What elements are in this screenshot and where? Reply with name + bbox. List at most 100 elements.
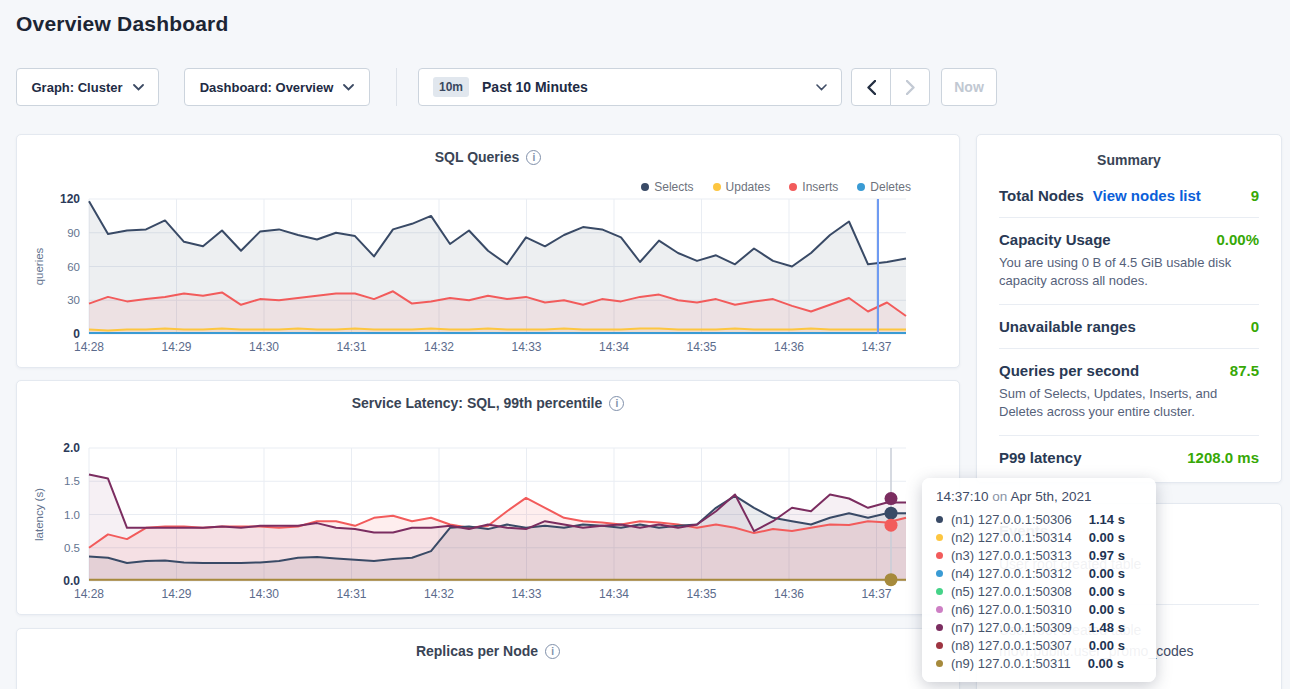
svg-text:14:36: 14:36 (774, 340, 804, 354)
summary-value: 1208.0 ms (1187, 449, 1259, 466)
toolbar-divider (396, 68, 397, 106)
summary-row-p99-latency: P99 latency 1208.0 ms (999, 435, 1259, 479)
summary-row-capacity-usage: Capacity Usage 0.00% You are using 0 B of … (999, 217, 1259, 304)
summary-label: Capacity Usage (999, 231, 1111, 248)
graph-dropdown-label: Graph: Cluster (31, 80, 122, 95)
summary-value: 87.5 (1230, 362, 1259, 379)
dashboard-dropdown-label: Dashboard: Overview (200, 80, 334, 95)
svg-text:14:30: 14:30 (249, 587, 279, 601)
tooltip-time: 14:37:10 (936, 489, 989, 504)
tooltip-node-row: (n9) 127.0.0.1:503110.00 s (936, 654, 1142, 672)
svg-text:14:30: 14:30 (249, 340, 279, 354)
sql-queries-chart[interactable]: 14:28 14:29 14:30 14:31 14:32 14:33 14:34 14:35… (17, 135, 961, 369)
svg-text:0.0: 0.0 (63, 574, 80, 588)
summary-label: Total Nodes (999, 187, 1084, 204)
now-button[interactable]: Now (941, 68, 997, 106)
time-range-label: Past 10 Minutes (482, 79, 588, 95)
replicas-title: Replicas per Node i (17, 643, 959, 659)
summary-value: 0 (1251, 318, 1259, 335)
tooltip-node-row: (n4) 127.0.0.1:503120.00 s (936, 564, 1142, 582)
svg-text:14:36: 14:36 (774, 587, 804, 601)
svg-text:14:28: 14:28 (74, 587, 104, 601)
summary-value: 9 (1251, 187, 1259, 204)
svg-text:14:29: 14:29 (161, 340, 191, 354)
svg-text:14:32: 14:32 (424, 587, 454, 601)
summary-row-total-nodes: Total Nodes View nodes list 9 (999, 174, 1259, 217)
tooltip-node-row: (n7) 127.0.0.1:503091.48 s (936, 618, 1142, 636)
summary-title: Summary (977, 135, 1281, 168)
tooltip-on: on (992, 489, 1007, 504)
node-color-dot (936, 588, 943, 595)
svg-text:14:31: 14:31 (336, 587, 366, 601)
svg-text:0.5: 0.5 (64, 542, 80, 554)
chevron-right-icon (906, 80, 915, 95)
time-next-button[interactable] (890, 68, 930, 106)
svg-text:14:34: 14:34 (599, 340, 629, 354)
node-color-dot (936, 552, 943, 559)
tooltip-node-row: (n8) 127.0.0.1:503070.00 s (936, 636, 1142, 654)
service-latency-panel: Service Latency: SQL, 99th percentile i … (16, 380, 960, 615)
replicas-per-node-panel: Replicas per Node i (16, 628, 960, 689)
svg-text:14:29: 14:29 (161, 587, 191, 601)
summary-row-unavailable-ranges: Unavailable ranges 0 (999, 304, 1259, 348)
svg-text:14:28: 14:28 (74, 340, 104, 354)
summary-value: 0.00% (1216, 231, 1259, 248)
time-range-picker[interactable]: 10m Past 10 Minutes (418, 68, 842, 106)
summary-rows: Total Nodes View nodes list 9 Capacity Usag… (977, 168, 1281, 479)
tooltip-node-row: (n5) 127.0.0.1:503080.00 s (936, 582, 1142, 600)
graph-dropdown[interactable]: Graph: Cluster (16, 68, 159, 106)
svg-text:queries: queries (33, 247, 45, 285)
chevron-down-icon (133, 84, 144, 91)
svg-text:14:37: 14:37 (861, 340, 891, 354)
sql-queries-panel: SQL Queries i SelectsUpdatesInsertsDelet… (16, 134, 960, 368)
svg-text:14:33: 14:33 (511, 340, 541, 354)
node-color-dot (936, 570, 943, 577)
summary-label: Unavailable ranges (999, 318, 1136, 335)
svg-text:1.0: 1.0 (64, 509, 80, 521)
svg-text:2.0: 2.0 (63, 441, 80, 455)
summary-description: Sum of Selects, Updates, Inserts, and De… (999, 385, 1259, 422)
tooltip-node-row: (n1) 127.0.0.1:503061.14 s (936, 510, 1142, 528)
replicas-title-text: Replicas per Node (416, 643, 538, 659)
svg-text:latency (s): latency (s) (33, 488, 45, 541)
svg-text:14:33: 14:33 (511, 587, 541, 601)
time-range-badge: 10m (433, 77, 469, 97)
summary-panel: Summary Total Nodes View nodes list 9 Capac… (976, 134, 1282, 483)
tooltip-node-row: (n3) 127.0.0.1:503130.97 s (936, 546, 1142, 564)
svg-text:14:34: 14:34 (599, 587, 629, 601)
summary-label: P99 latency (999, 449, 1082, 466)
node-color-dot (936, 606, 943, 613)
chevron-left-icon (867, 80, 876, 95)
chart-hover-tooltip: 14:37:10 on Apr 5th, 2021 (n1) 127.0.0.1… (922, 478, 1156, 682)
svg-text:1.5: 1.5 (64, 475, 80, 487)
svg-text:14:31: 14:31 (336, 340, 366, 354)
svg-text:0: 0 (73, 327, 80, 341)
service-latency-chart[interactable]: 14:28 14:29 14:30 14:31 14:32 14:33 14:34 14:35… (17, 381, 961, 616)
chevron-down-icon (343, 84, 354, 91)
svg-text:14:35: 14:35 (686, 587, 716, 601)
time-window-arrows (851, 68, 930, 106)
summary-label: Queries per second (999, 362, 1139, 379)
svg-text:14:37: 14:37 (861, 587, 891, 601)
chevron-down-icon (816, 84, 827, 91)
view-nodes-link[interactable]: View nodes list (1093, 187, 1201, 204)
page-title: Overview Dashboard (16, 12, 229, 36)
summary-description: You are using 0 B of 4.5 GiB usable disk… (999, 254, 1259, 291)
summary-row-queries-per-second: Queries per second 87.5 Sum of Selects, Up… (999, 348, 1259, 435)
tooltip-node-row: (n2) 127.0.0.1:503140.00 s (936, 528, 1142, 546)
overview-dashboard-page: { "page": { "title": "Overview Dashboard… (0, 0, 1290, 689)
time-prev-button[interactable] (851, 68, 891, 106)
tooltip-node-row: (n6) 127.0.0.1:503100.00 s (936, 600, 1142, 618)
tooltip-rows: (n1) 127.0.0.1:503061.14 s(n2) 127.0.0.1… (936, 510, 1142, 672)
svg-text:90: 90 (67, 227, 80, 239)
dashboard-dropdown[interactable]: Dashboard: Overview (184, 68, 370, 106)
svg-text:30: 30 (67, 294, 80, 306)
node-color-dot (936, 624, 943, 631)
node-color-dot (936, 534, 943, 541)
node-color-dot (936, 516, 943, 523)
svg-text:14:35: 14:35 (686, 340, 716, 354)
svg-text:120: 120 (60, 192, 80, 206)
info-icon[interactable]: i (545, 644, 560, 659)
svg-text:14:32: 14:32 (424, 340, 454, 354)
tooltip-date: Apr 5th, 2021 (1010, 489, 1091, 504)
